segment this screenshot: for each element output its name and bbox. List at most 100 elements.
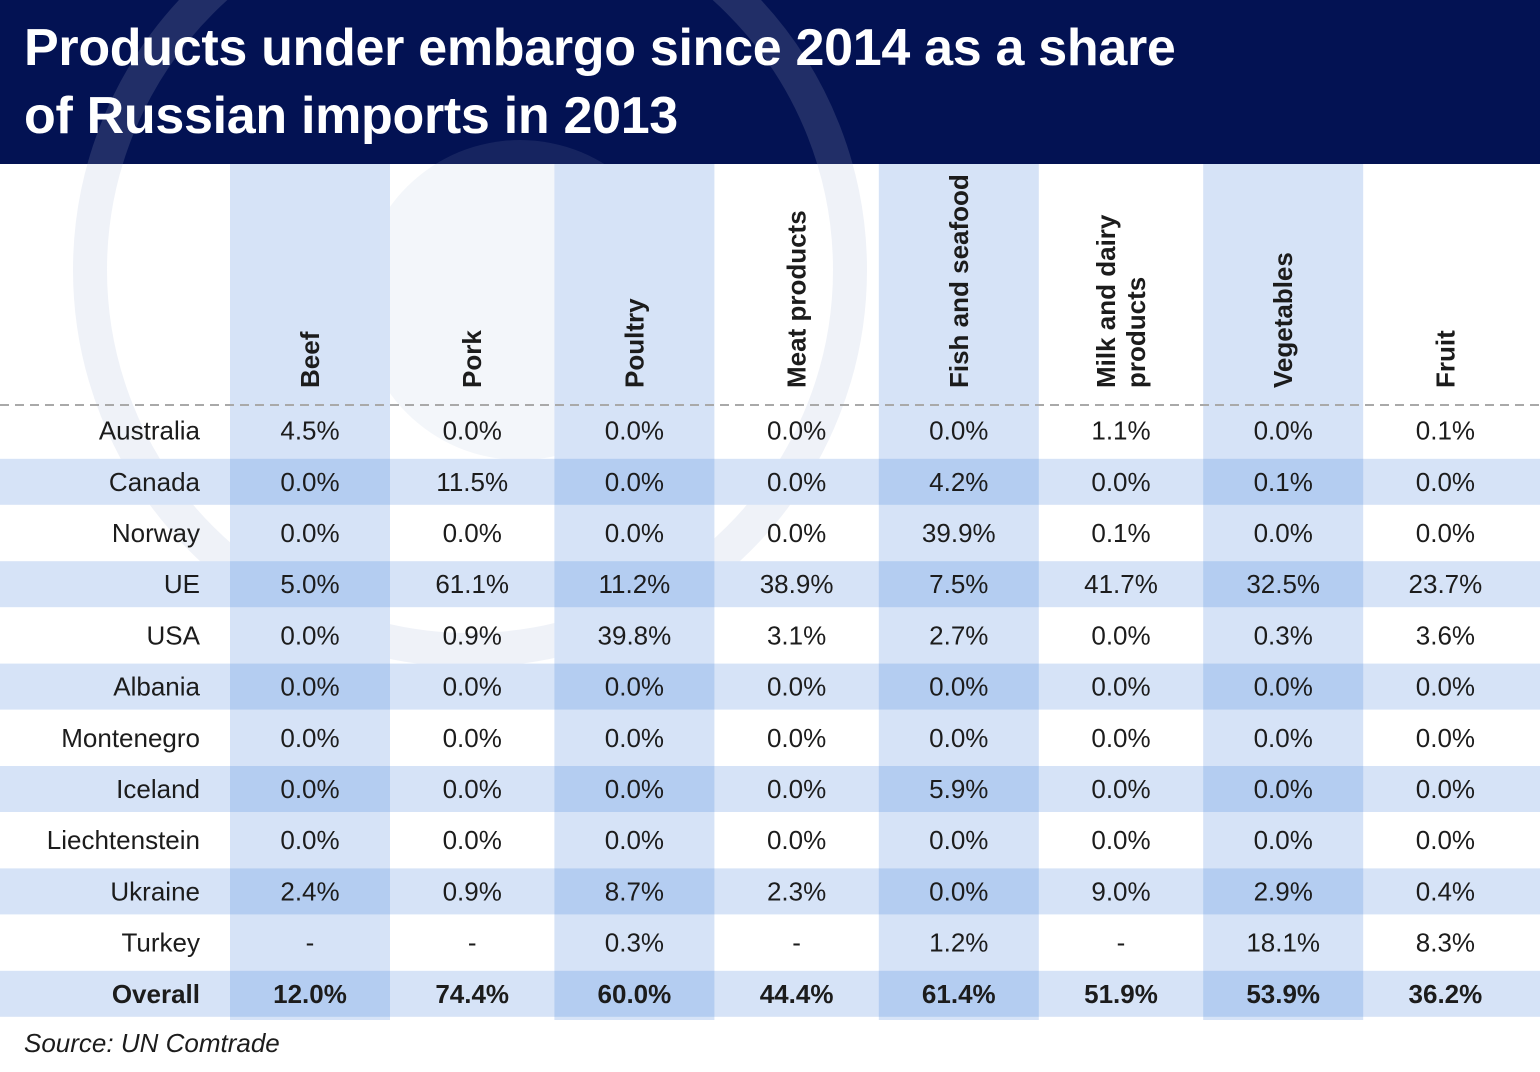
table-cell: 2.3% bbox=[767, 876, 826, 906]
row-label: Turkey bbox=[122, 928, 201, 958]
table-cell: 0.0% bbox=[605, 825, 664, 855]
table-cell: 0.0% bbox=[443, 672, 502, 702]
column-header: Beef bbox=[295, 331, 325, 388]
table-cell: 3.6% bbox=[1416, 620, 1475, 650]
table-cell: 0.9% bbox=[443, 620, 502, 650]
table-cell: 0.0% bbox=[1091, 672, 1150, 702]
row-band-intersection bbox=[1203, 561, 1364, 608]
row-band-intersection bbox=[554, 561, 715, 608]
table-cell: 7.5% bbox=[929, 569, 988, 599]
table-cell: 0.0% bbox=[605, 467, 664, 497]
table-cell: - bbox=[468, 928, 477, 958]
table-cell: 0.0% bbox=[929, 416, 988, 446]
table-cell: 0.0% bbox=[280, 620, 339, 650]
table-cell: 5.0% bbox=[280, 569, 339, 599]
row-band-intersection bbox=[878, 561, 1039, 608]
table-cell: 61.1% bbox=[435, 569, 509, 599]
table-cell: 0.0% bbox=[280, 672, 339, 702]
row-label: Albania bbox=[113, 672, 200, 702]
table-cell: 0.0% bbox=[929, 672, 988, 702]
table-cell: 0.0% bbox=[1416, 518, 1475, 548]
table-cell: 2.4% bbox=[280, 876, 339, 906]
row-band-intersection bbox=[1203, 458, 1364, 505]
table-cell: 8.3% bbox=[1416, 928, 1475, 958]
table-cell: 53.9% bbox=[1246, 979, 1320, 1009]
table-cell: 0.0% bbox=[767, 467, 826, 497]
column-header: Fruit bbox=[1430, 330, 1460, 388]
table-cell: 23.7% bbox=[1409, 569, 1483, 599]
table-cell: 0.1% bbox=[1091, 518, 1150, 548]
table-cell: 0.0% bbox=[443, 518, 502, 548]
table-cell: 0.0% bbox=[1416, 774, 1475, 804]
column-header: Vegetables bbox=[1268, 252, 1298, 388]
table-cell: 0.0% bbox=[605, 723, 664, 753]
table-cell: 74.4% bbox=[435, 979, 509, 1009]
table-cell: 0.0% bbox=[1254, 416, 1313, 446]
table-cell: 0.0% bbox=[605, 774, 664, 804]
table-cell: 12.0% bbox=[273, 979, 347, 1009]
table-cell: 38.9% bbox=[760, 569, 834, 599]
table-cell: 0.0% bbox=[767, 774, 826, 804]
table-cell: 0.4% bbox=[1416, 876, 1475, 906]
row-band-intersection bbox=[878, 458, 1039, 505]
table-cell: 0.9% bbox=[443, 876, 502, 906]
row-band-intersection bbox=[230, 561, 390, 608]
table-cell: 0.0% bbox=[1254, 518, 1313, 548]
table-cell: 11.2% bbox=[599, 569, 671, 599]
table-cell: 0.0% bbox=[929, 876, 988, 906]
table-cell: 0.0% bbox=[1091, 723, 1150, 753]
table-cell: 0.0% bbox=[1254, 825, 1313, 855]
table-cell: 0.0% bbox=[767, 416, 826, 446]
table-cell: 0.0% bbox=[767, 518, 826, 548]
table-cell: 0.0% bbox=[443, 416, 502, 446]
row-label: Overall bbox=[112, 979, 200, 1009]
row-band-intersection bbox=[1203, 766, 1364, 812]
table-cell: 0.0% bbox=[767, 723, 826, 753]
table-cell: 0.0% bbox=[1416, 467, 1475, 497]
row-band-intersection bbox=[1203, 663, 1364, 710]
table-cell: 44.4% bbox=[760, 979, 834, 1009]
row-band-intersection bbox=[554, 458, 715, 505]
table-cell: 0.0% bbox=[605, 518, 664, 548]
table-cell: 0.0% bbox=[1254, 723, 1313, 753]
table-cell: 4.5% bbox=[280, 416, 339, 446]
row-band-intersection bbox=[878, 970, 1039, 1017]
table-cell: 0.0% bbox=[1254, 774, 1313, 804]
table-cell: 2.7% bbox=[929, 620, 988, 650]
row-label: Australia bbox=[99, 416, 201, 446]
row-label: Ukraine bbox=[110, 876, 200, 906]
row-label: Montenegro bbox=[61, 723, 200, 753]
table-cell: 0.3% bbox=[1254, 620, 1313, 650]
table-cell: 18.1% bbox=[1246, 928, 1320, 958]
table-cell: 8.7% bbox=[605, 876, 664, 906]
table-cell: 0.3% bbox=[605, 928, 664, 958]
chart-title: Products under embargo since 2014 as a s… bbox=[24, 19, 1176, 145]
table-cell: 60.0% bbox=[598, 979, 672, 1009]
table-cell: 0.0% bbox=[280, 723, 339, 753]
row-band-intersection bbox=[554, 970, 715, 1017]
row-label: USA bbox=[147, 620, 201, 650]
table-cell: 0.1% bbox=[1254, 467, 1313, 497]
table-cell: 0.0% bbox=[443, 774, 502, 804]
header-banner: Products under embargo since 2014 as a s… bbox=[0, 0, 1540, 164]
table-cell: 0.0% bbox=[280, 518, 339, 548]
row-band-intersection bbox=[878, 868, 1039, 915]
column-header: Pork bbox=[457, 330, 487, 388]
table-cell: 0.0% bbox=[280, 825, 339, 855]
table-cell: 2.9% bbox=[1254, 876, 1313, 906]
table-cell: 0.0% bbox=[1091, 774, 1150, 804]
row-band-intersection bbox=[1203, 868, 1364, 915]
row-band-intersection bbox=[230, 458, 390, 505]
table-cell: 39.9% bbox=[922, 518, 996, 548]
row-band-intersection bbox=[230, 868, 390, 915]
row-label: Norway bbox=[112, 518, 200, 548]
table-cell: 41.7% bbox=[1084, 569, 1158, 599]
row-band-intersection bbox=[878, 663, 1039, 710]
table-cell: 0.0% bbox=[767, 825, 826, 855]
table-cell: 0.0% bbox=[605, 672, 664, 702]
table-cell: 0.0% bbox=[1416, 825, 1475, 855]
row-band-intersection bbox=[230, 970, 390, 1017]
table-cell: 0.0% bbox=[1091, 620, 1150, 650]
table-cell: 0.0% bbox=[443, 723, 502, 753]
table-cell: 0.0% bbox=[1091, 467, 1150, 497]
